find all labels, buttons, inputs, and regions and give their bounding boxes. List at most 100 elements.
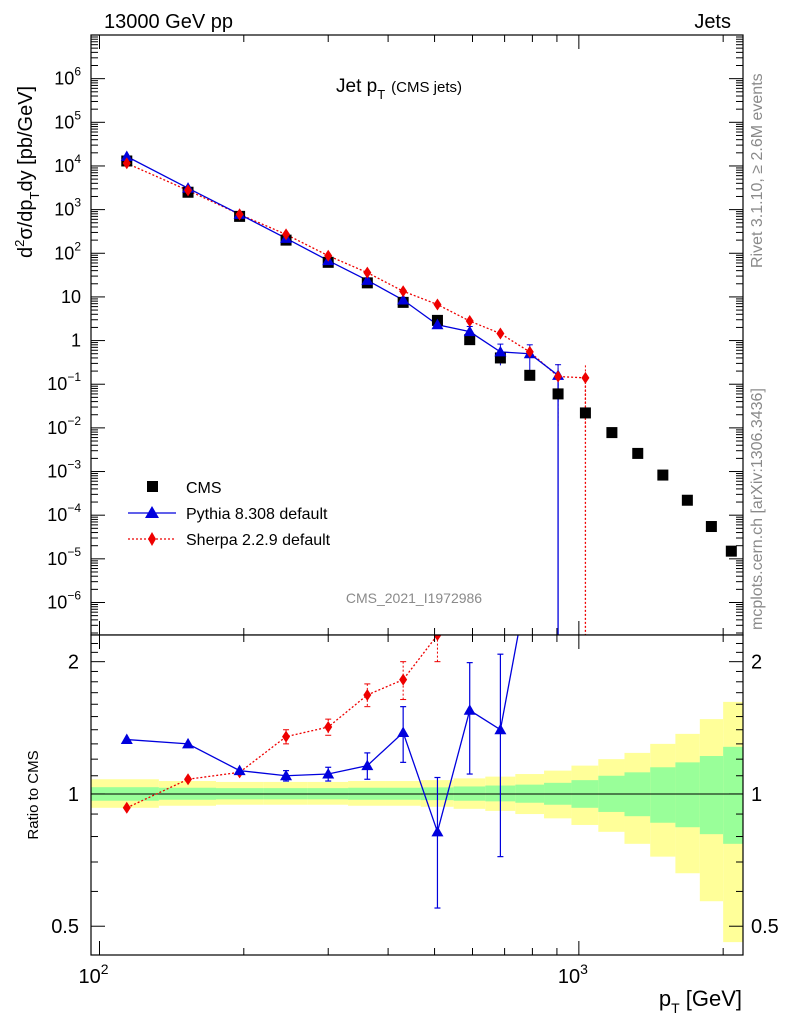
pythia-data-point — [494, 345, 507, 357]
sherpa-data-point — [554, 370, 563, 383]
pythia-data-point — [120, 150, 133, 161]
main-y-tick-label: 102 — [54, 239, 81, 263]
ratio-y-tick-label-left: 1 — [68, 784, 79, 806]
sherpa-data-point — [433, 298, 442, 311]
beam-label: 13000 GeV pp — [104, 11, 233, 33]
sherpa-data-point — [235, 208, 244, 221]
analysis-id-label: CMS_2021_I1972986 — [346, 590, 482, 606]
chart-title-main: Jet p — [336, 76, 377, 97]
pythia-ratio-point — [233, 764, 246, 776]
uncertainty-band-inner — [723, 746, 743, 844]
chart-title: Jet pT (CMS jets) — [336, 76, 462, 102]
ratio-y-tick-label-right: 2 — [751, 652, 762, 674]
main-y-tick-label: 10−3 — [47, 458, 81, 482]
ratio-y-axis-label: Ratio to CMS — [25, 750, 42, 839]
main-y-tick-label: 10−4 — [47, 501, 81, 525]
main-y-tick-label: 106 — [54, 65, 81, 89]
legend-marker-sherpa — [148, 532, 156, 546]
cms-data-point — [725, 545, 737, 557]
sherpa-data-point — [324, 249, 333, 262]
sherpa-ratio-point — [363, 688, 372, 701]
ratio-data-layer — [91, 635, 743, 943]
main-plot-area — [91, 35, 743, 635]
cms-data-point — [524, 369, 536, 381]
cms-data-point — [579, 407, 591, 419]
sherpa-ratio-point — [122, 801, 131, 814]
ratio-y-tick-label-right: 0.5 — [751, 916, 779, 938]
ratio-y-tick-label-right: 1 — [751, 784, 762, 806]
sherpa-data-point — [363, 266, 372, 279]
category-label: Jets — [694, 11, 731, 33]
main-y-tick-label: 10−6 — [47, 588, 81, 612]
uncertainty-band-inner — [650, 767, 676, 823]
sherpa-ratio-point — [399, 673, 408, 686]
pythia-ratio-point — [494, 723, 507, 735]
main-axes: 10610510410310210110−110−210−310−410−510… — [47, 34, 744, 636]
main-panel-background — [91, 35, 743, 635]
pythia-ratio-point — [463, 704, 476, 715]
sherpa-data-point — [122, 157, 131, 170]
main-y-tick-label: 104 — [54, 152, 81, 176]
ratio-y-tick-label-left: 2 — [68, 652, 79, 674]
pythia-line — [126, 155, 559, 376]
rivet-version-label: Rivet 3.1.10, ≥ 2.6M events — [749, 73, 766, 268]
ratio-axes: 0.5 0.5 1 1 2 2 102 103 — [51, 621, 779, 988]
x-axis-label: pT [GeV] — [659, 986, 742, 1016]
pythia-data-point — [463, 325, 476, 337]
cms-data-point — [494, 352, 506, 364]
cms-data-point — [705, 521, 717, 533]
main-y-tick-label: 103 — [54, 196, 81, 220]
chart-title-sub: T — [377, 87, 385, 102]
pythia-ratio-point — [182, 737, 195, 749]
ratio-y-tick-label-left: 0.5 — [51, 916, 79, 938]
mcplots-reference-label: mcplots.cern.ch [arXiv:1306.3436] — [749, 388, 766, 630]
uncertainty-band-inner — [699, 755, 724, 835]
pythia-ratio-point — [431, 825, 444, 837]
legend-label-sherpa: Sherpa 2.2.9 default — [186, 532, 331, 549]
main-y-axis-label: d2σ/dpTdy [pb/GeV] — [12, 86, 42, 258]
x-tick-label: 103 — [558, 961, 588, 988]
legend: CMS Pythia 8.308 default Sherpa 2.2.9 de… — [128, 480, 331, 549]
pythia-ratio-point — [397, 726, 410, 737]
sherpa-data-point — [496, 327, 505, 340]
legend-label-pythia: Pythia 8.308 default — [186, 506, 328, 523]
x-tick-label: 102 — [78, 961, 108, 988]
pythia-ratio-point — [120, 733, 133, 745]
main-y-tick-label: 10−2 — [47, 414, 81, 438]
pythia-data-point — [431, 318, 444, 330]
sherpa-ratio-point — [184, 773, 193, 786]
sherpa-data-point — [465, 315, 474, 328]
uncertainty-band-inner — [675, 762, 700, 828]
main-y-tick-label: 10−1 — [47, 370, 81, 394]
pythia-ratio-point — [322, 768, 335, 779]
main-y-tick-label: 105 — [54, 108, 81, 132]
sherpa-data-point — [184, 184, 193, 197]
sherpa-data-point — [581, 371, 590, 384]
sherpa-ratio-point — [282, 730, 291, 743]
cms-data-point — [632, 447, 644, 459]
sherpa-data-point — [282, 228, 291, 241]
pythia-ratio-point — [280, 769, 293, 781]
main-data-layer — [120, 150, 737, 635]
legend-label-cms: CMS — [186, 480, 222, 497]
chart-title-extra: (CMS jets) — [391, 79, 462, 96]
ratio-panel-frame — [90, 634, 744, 956]
cms-data-point — [552, 388, 564, 400]
cms-data-point — [681, 494, 693, 506]
legend-marker-cms — [147, 481, 158, 492]
cms-data-point — [464, 334, 476, 346]
sherpa-data-point — [399, 285, 408, 298]
main-y-tick-label: 1 — [71, 331, 81, 351]
sherpa-ratio-point — [324, 721, 333, 734]
cms-data-point — [606, 427, 618, 439]
sherpa-data-point — [525, 345, 534, 358]
main-y-tick-label: 10−5 — [47, 545, 81, 569]
pythia-data-point — [397, 293, 410, 305]
main-y-tick-label: 10 — [61, 287, 81, 307]
legend-marker-pythia — [145, 506, 159, 518]
pythia-data-point — [361, 274, 374, 285]
cms-data-point — [657, 469, 669, 481]
pythia-ratio-point — [361, 759, 374, 771]
sherpa-ratio-line — [126, 635, 438, 809]
